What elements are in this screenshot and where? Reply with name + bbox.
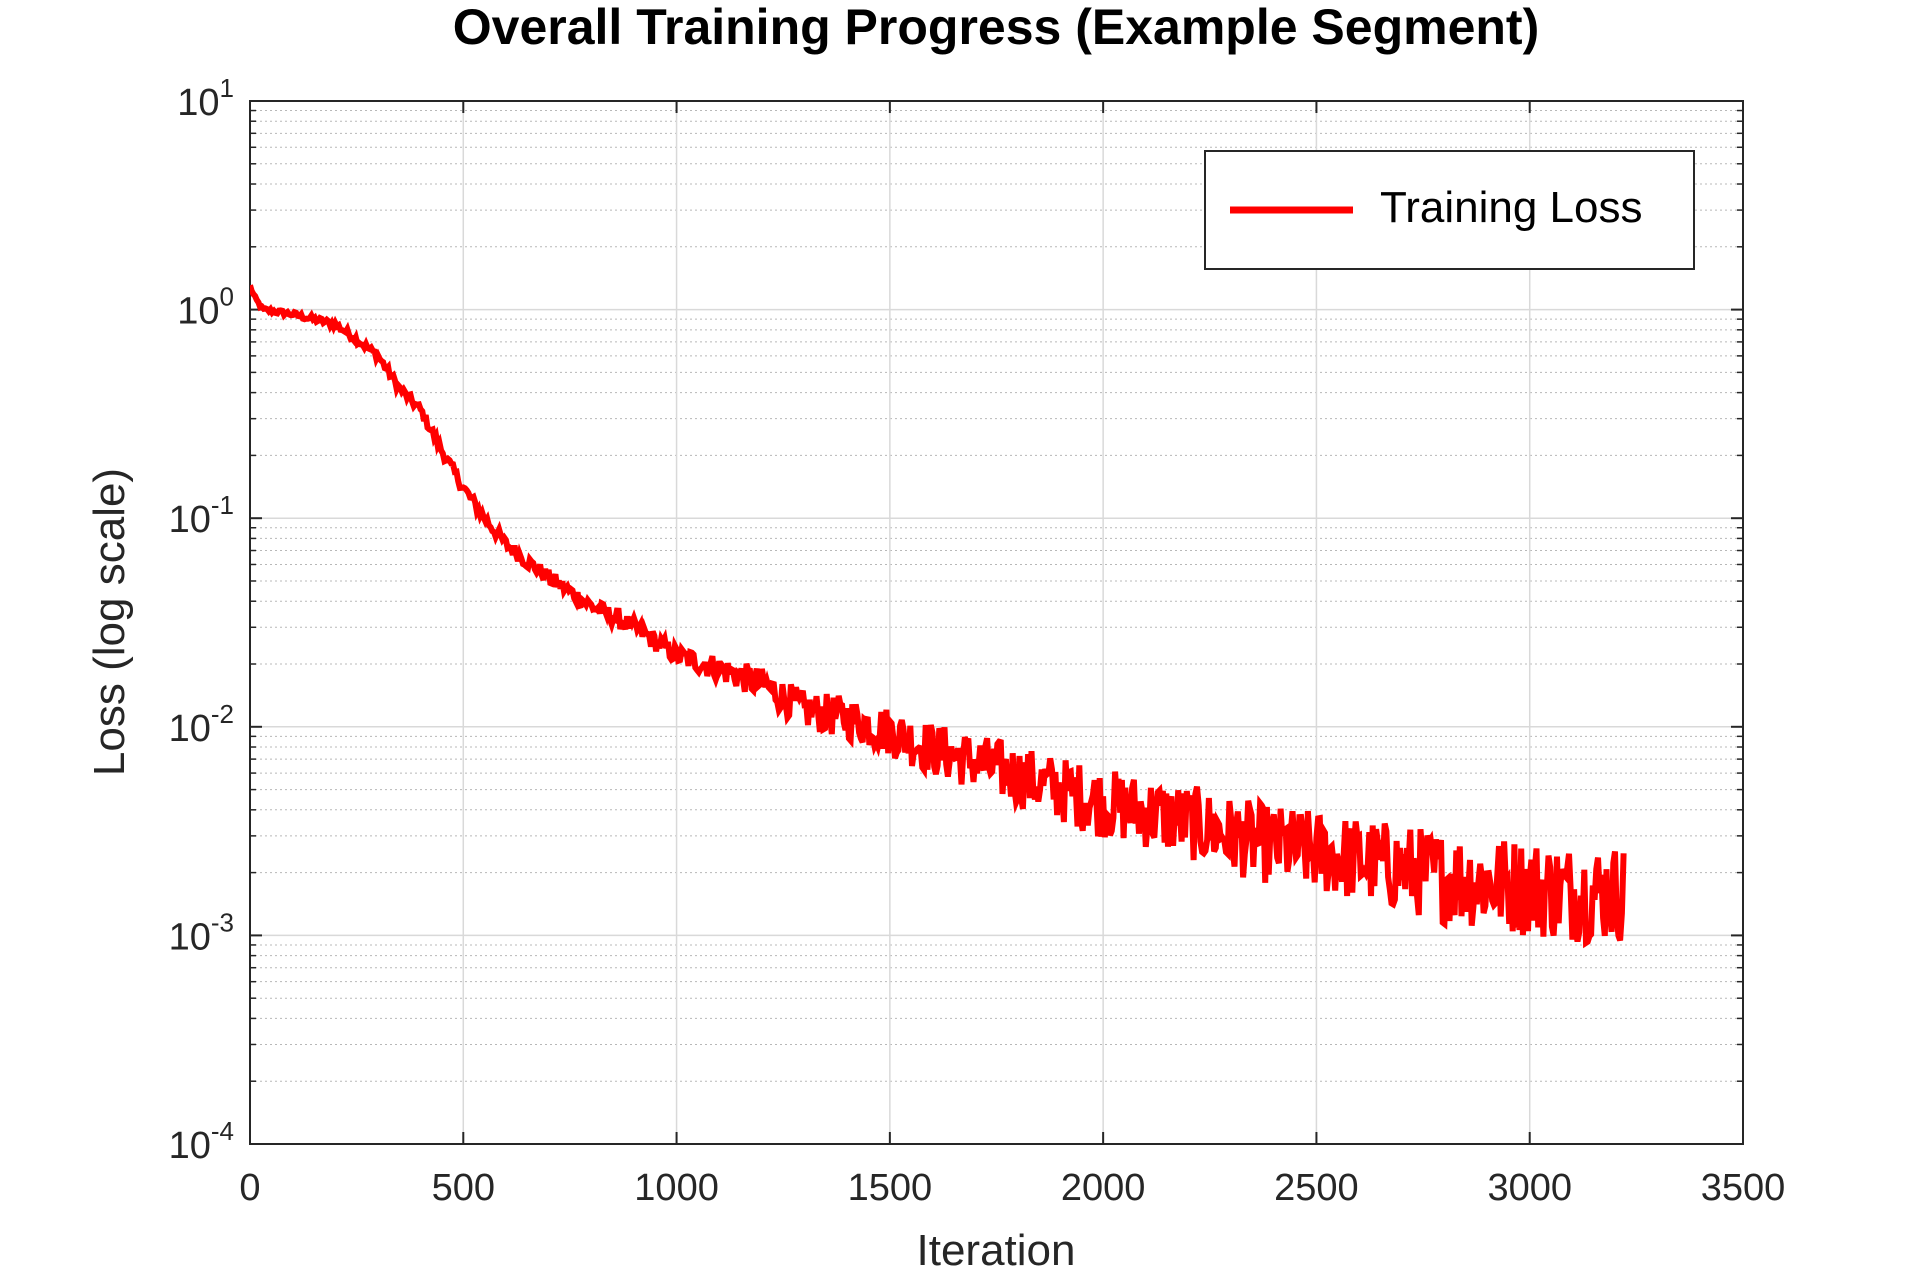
y-tick-base: 10: [177, 291, 219, 333]
y-tick-base: 10: [169, 499, 211, 541]
x-tick-label: 2000: [1061, 1167, 1146, 1209]
plot-frame: [249, 100, 1744, 1145]
legend-label-training-loss: Training Loss: [1380, 183, 1643, 232]
x-tick-label: 3500: [1701, 1167, 1786, 1209]
y-axis-label: Loss (log scale): [85, 468, 134, 776]
y-tick-exponent: -4: [211, 1116, 234, 1146]
x-tick-labels: 0 500 1000 1500 2000 2500 3000 3500: [239, 1167, 1785, 1209]
y-tick-exponent: -3: [211, 907, 234, 937]
x-tick-label: 1000: [634, 1167, 719, 1209]
y-tick-label: 10-4: [169, 1116, 234, 1167]
x-tick-label: 1500: [848, 1167, 933, 1209]
x-tick-label: 2500: [1274, 1167, 1359, 1209]
y-tick-base: 10: [169, 1125, 211, 1167]
y-tick-base: 10: [169, 708, 211, 750]
chart-title: Overall Training Progress (Example Segme…: [453, 0, 1539, 55]
y-tick-label: 10-3: [169, 907, 234, 958]
y-tick-exponent: -2: [211, 699, 234, 729]
x-tick-label: 3000: [1487, 1167, 1572, 1209]
y-tick-label: 10-2: [169, 699, 234, 750]
y-tick-exponent: 0: [220, 282, 234, 312]
legend: Training Loss: [1204, 150, 1695, 270]
y-tick-label: 101: [177, 73, 234, 124]
grid: [250, 101, 1743, 1144]
y-tick-exponent: 1: [220, 73, 234, 103]
y-tick-label: 10-1: [169, 490, 234, 541]
x-tick-label: 500: [432, 1167, 495, 1209]
y-tick-label: 100: [177, 282, 234, 333]
x-tick-label: 0: [239, 1167, 260, 1209]
y-tick-base: 10: [177, 82, 219, 124]
y-tick-exponent: -1: [211, 490, 234, 520]
x-axis-label: Iteration: [917, 1226, 1076, 1271]
training-loss-line: [250, 284, 1627, 949]
y-tick-base: 10: [169, 916, 211, 958]
